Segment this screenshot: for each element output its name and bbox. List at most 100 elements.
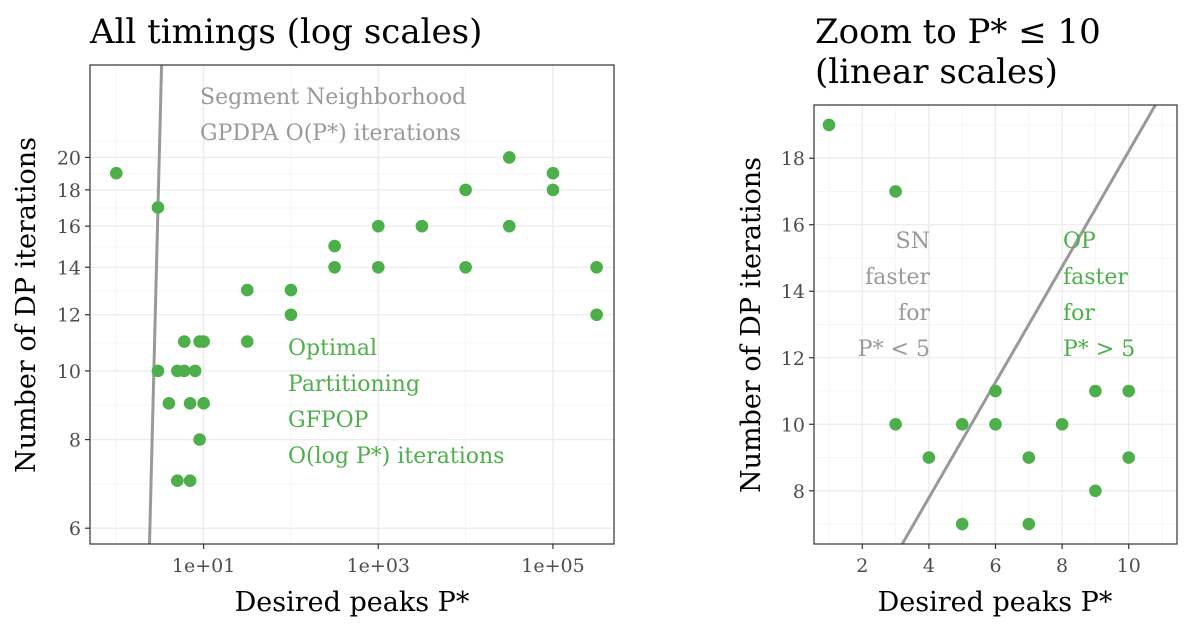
data-point — [955, 517, 969, 531]
data-point — [177, 335, 191, 348]
data-point — [183, 397, 197, 410]
y-tick-label: 14 — [57, 257, 81, 279]
data-point — [989, 384, 1002, 398]
log-chart-annotations: Segment Neighborhood GPDPA O(P*) iteratio… — [200, 85, 504, 469]
x-tick-label: 8 — [1056, 555, 1068, 577]
data-point — [546, 166, 560, 180]
linear-chart-points — [822, 118, 1136, 531]
data-point — [459, 183, 472, 197]
annotation-text: Optimal — [288, 336, 377, 361]
op-annotation-text: P* > 5 — [1063, 337, 1135, 362]
data-point — [328, 260, 341, 274]
y-tick-label: 8 — [69, 430, 81, 452]
data-point — [177, 364, 191, 378]
y-tick-label: 14 — [781, 281, 805, 303]
data-point — [151, 364, 165, 378]
log-chart-panel-border — [89, 64, 615, 545]
y-tick-label: 10 — [781, 414, 805, 436]
x-tick-label: 1e+03 — [347, 555, 410, 577]
data-point — [822, 118, 836, 132]
sn-annotation-text: for — [898, 301, 930, 326]
linear-chart-annotations: SN faster for P* < 5 OP faster for P* > 5 — [858, 229, 1135, 362]
data-point — [1089, 484, 1102, 498]
linear-chart-y-axis-title: Number of DP iterations — [736, 157, 767, 493]
reference-line — [900, 104, 1157, 545]
linear-chart-ticks: 2 4 6 8 10 8 10 12 14 16 18 — [781, 148, 1141, 577]
y-tick-label: 12 — [57, 305, 81, 327]
data-point — [989, 417, 1002, 431]
data-point — [371, 260, 385, 274]
y-tick-label: 10 — [57, 361, 81, 383]
annotation-text: O(log P*) iterations — [288, 444, 504, 469]
y-tick-label: 20 — [57, 147, 81, 169]
annotation-text: GFPOP — [288, 408, 369, 433]
data-point — [922, 451, 936, 464]
y-tick-label: 18 — [781, 148, 805, 170]
x-tick-label: 6 — [989, 555, 1001, 577]
log-chart-reference-line-group — [147, 64, 164, 545]
data-point — [284, 308, 298, 322]
data-point — [151, 201, 165, 214]
x-tick-label: 1e+01 — [172, 555, 235, 577]
linear-chart-grid — [814, 105, 1177, 544]
x-tick-label: 10 — [1117, 555, 1141, 577]
log-chart-grid — [90, 65, 614, 544]
log-chart-points — [109, 151, 603, 488]
log-chart: All timings (log scales) Segment Neighbo… — [11, 12, 615, 618]
data-point — [193, 433, 206, 446]
data-point — [162, 397, 176, 410]
y-tick-label: 16 — [57, 216, 81, 238]
data-point — [1122, 451, 1136, 464]
annotation-text: GPDPA O(P*) iterations — [200, 121, 461, 146]
data-point — [240, 335, 254, 348]
data-point — [171, 474, 184, 488]
x-tick-label: 2 — [856, 555, 868, 577]
reference-line — [147, 64, 164, 545]
x-tick-label: 1e+05 — [521, 555, 584, 577]
linear-chart-title-line-1: Zoom to P* ≤ 10 — [815, 12, 1101, 52]
data-point — [183, 474, 197, 488]
data-point — [1089, 384, 1102, 398]
data-point — [502, 219, 516, 233]
data-point — [240, 283, 254, 297]
y-tick-label: 18 — [57, 180, 81, 202]
data-point — [328, 239, 341, 253]
data-point — [197, 335, 210, 348]
data-point — [1055, 417, 1069, 431]
annotation-text: Partitioning — [288, 372, 420, 397]
linear-chart: Zoom to P* ≤ 10 (linear scales) SN faster… — [736, 12, 1178, 618]
data-point — [1022, 517, 1036, 531]
log-chart-x-axis-title: Desired peaks P* — [235, 587, 470, 618]
op-annotation-text: faster — [1063, 265, 1128, 290]
data-point — [415, 219, 429, 233]
y-tick-label: 6 — [69, 518, 81, 540]
annotation-text: Segment Neighborhood — [200, 85, 466, 110]
y-tick-label: 12 — [781, 348, 805, 370]
log-chart-ticks: 1e+01 1e+03 1e+05 6 8 10 12 14 16 18 20 — [57, 147, 585, 577]
data-point — [546, 183, 560, 197]
sn-annotation-text: SN — [896, 229, 930, 254]
data-point — [109, 166, 123, 180]
data-point — [188, 364, 202, 378]
data-point — [284, 283, 298, 297]
sn-annotation-text: faster — [865, 265, 930, 290]
sn-annotation-text: P* < 5 — [858, 337, 930, 362]
linear-chart-reference-line-group — [900, 104, 1157, 545]
x-tick-label: 4 — [923, 555, 935, 577]
y-tick-label: 8 — [793, 481, 805, 503]
data-point — [590, 308, 603, 322]
data-point — [371, 219, 385, 233]
data-point — [197, 397, 210, 410]
data-point — [955, 417, 969, 431]
linear-chart-title-line-2: (linear scales) — [815, 52, 1058, 92]
data-point — [1122, 384, 1136, 398]
log-chart-y-axis-title: Number of DP iterations — [11, 137, 42, 473]
y-tick-label: 16 — [781, 215, 805, 237]
data-point — [502, 151, 516, 164]
data-point — [590, 260, 603, 274]
data-point — [459, 260, 472, 274]
log-chart-title: All timings (log scales) — [89, 12, 482, 52]
linear-chart-x-axis-title: Desired peaks P* — [878, 587, 1113, 618]
data-point — [889, 185, 902, 198]
